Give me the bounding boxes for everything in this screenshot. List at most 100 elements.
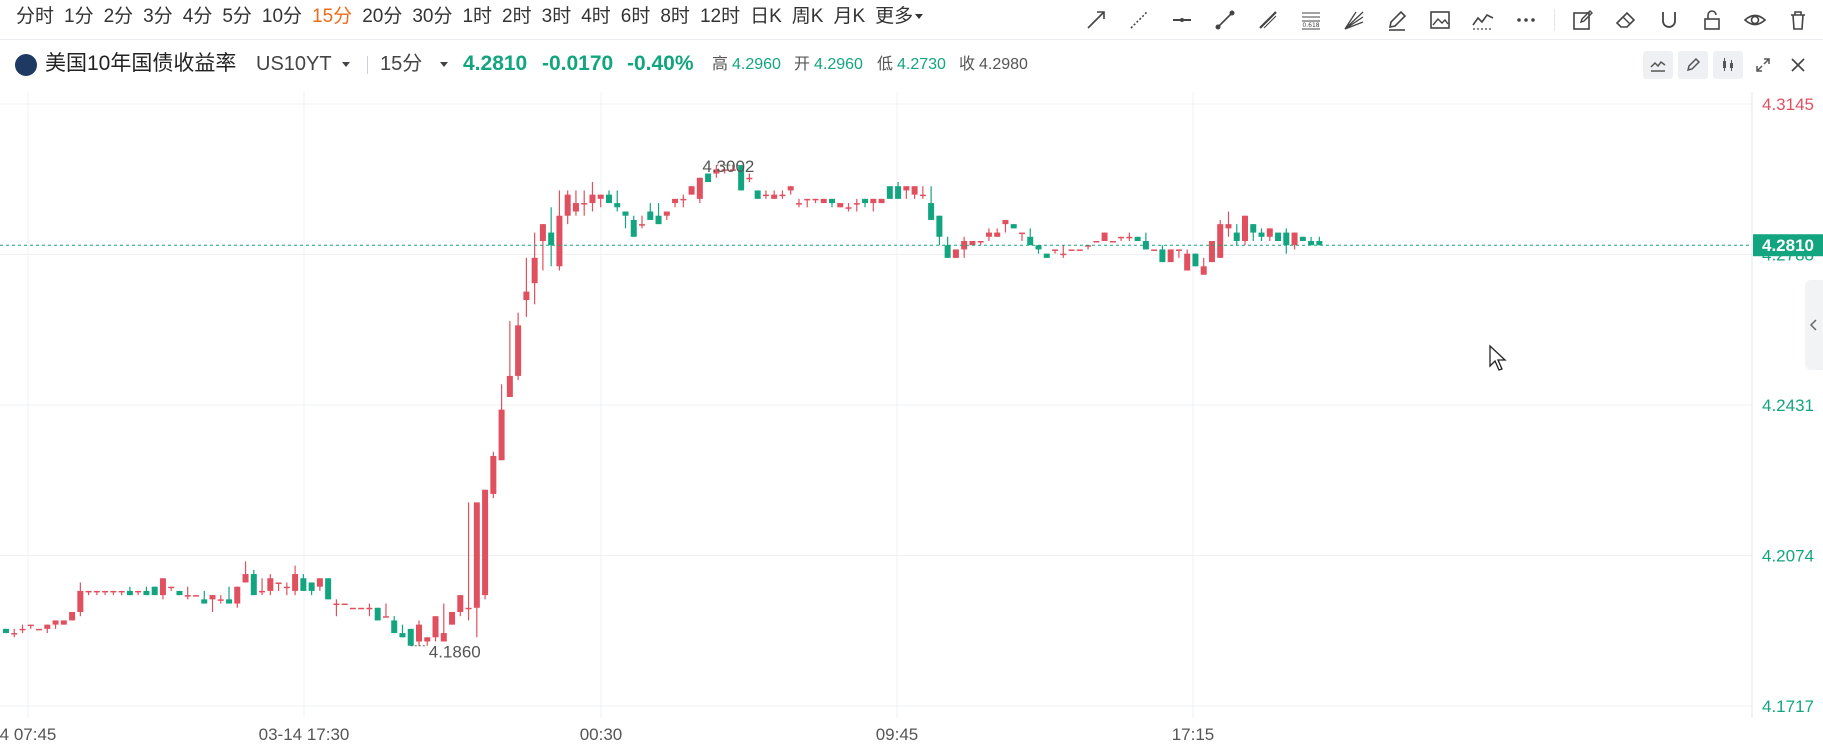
period-0[interactable]: 分时 — [16, 6, 55, 27]
close-button[interactable] — [1783, 51, 1813, 79]
candle-body — [349, 607, 356, 610]
candle — [407, 628, 414, 646]
candle-body — [1316, 241, 1323, 246]
instrument-name[interactable]: 美国10年国债收益率 — [45, 52, 237, 75]
candle-body — [1208, 241, 1215, 263]
candle — [762, 190, 769, 199]
candle — [1242, 215, 1248, 246]
candle-body — [829, 198, 835, 204]
side-panel-toggle[interactable] — [1805, 280, 1823, 370]
segment-tool[interactable] — [1210, 5, 1240, 35]
magnet-tool[interactable] — [1654, 5, 1684, 35]
fullscreen-button[interactable] — [1748, 51, 1778, 79]
period-2[interactable]: 2分 — [103, 6, 134, 27]
image-tool[interactable] — [1425, 5, 1455, 35]
period-13[interactable]: 4时 — [581, 6, 611, 27]
trash-tool[interactable] — [1783, 5, 1813, 35]
x-tick-label: 00:30 — [580, 725, 623, 744]
period-18[interactable]: 周K — [791, 6, 824, 27]
candle-body — [424, 637, 431, 642]
trend-line-tool[interactable] — [1081, 5, 1111, 35]
period-10[interactable]: 1时 — [462, 6, 493, 27]
candle-body — [903, 186, 910, 191]
candle-body — [1126, 236, 1133, 239]
candle — [870, 198, 877, 212]
candle-body — [184, 595, 191, 597]
interval-selector[interactable]: 15分 — [380, 53, 423, 75]
candle — [548, 207, 555, 267]
candle-body — [911, 186, 918, 195]
period-6[interactable]: 10分 — [261, 6, 303, 27]
eye-tool[interactable] — [1740, 5, 1770, 35]
period-16[interactable]: 12时 — [699, 6, 741, 27]
period-3[interactable]: 3分 — [143, 6, 173, 27]
fan-tool[interactable] — [1339, 5, 1369, 35]
horizontal-line-tool[interactable] — [1167, 5, 1197, 35]
more-tool[interactable] — [1511, 5, 1541, 35]
period-9[interactable]: 30分 — [412, 6, 453, 27]
period-15[interactable]: 8时 — [660, 6, 690, 27]
candle — [176, 590, 183, 596]
candle-body — [1258, 232, 1265, 237]
candle-body — [1043, 253, 1050, 258]
fan-icon — [1344, 11, 1364, 30]
draw-button[interactable] — [1678, 51, 1708, 79]
edit-tool[interactable] — [1568, 5, 1598, 35]
chevron-down-icon[interactable] — [440, 62, 448, 67]
candle — [69, 611, 76, 621]
period-12[interactable]: 3时 — [541, 6, 572, 27]
period-5[interactable]: 5分 — [222, 6, 252, 27]
instrument-code[interactable]: US10YT — [256, 53, 332, 75]
candle-body — [102, 590, 109, 593]
segment-icon — [1215, 10, 1235, 30]
candle — [952, 249, 959, 258]
candle — [911, 186, 918, 199]
candle — [1258, 228, 1265, 242]
candle-body — [928, 203, 935, 220]
period-11[interactable]: 2时 — [502, 6, 532, 27]
chevron-down-icon[interactable] — [342, 62, 350, 67]
candle-body — [201, 599, 208, 604]
period-4[interactable]: 4分 — [182, 6, 213, 27]
period-20[interactable]: 更多 — [871, 0, 929, 34]
chart-type-button[interactable] — [1713, 51, 1743, 79]
lock-tool[interactable] — [1697, 5, 1727, 35]
candle — [688, 186, 695, 195]
candle-body — [242, 574, 249, 583]
period-8[interactable]: 20分 — [362, 6, 403, 27]
candle — [209, 595, 216, 612]
period-7[interactable]: 15分 — [312, 6, 353, 27]
candle — [853, 198, 860, 212]
indicator-button[interactable] — [1643, 51, 1673, 79]
candle-body — [853, 203, 860, 205]
candle — [399, 624, 406, 638]
candle — [192, 595, 199, 597]
candle-body — [300, 578, 307, 591]
channel-tool[interactable] — [1253, 5, 1283, 35]
eraser-tool[interactable] — [1611, 5, 1641, 35]
candle-body — [870, 198, 877, 204]
candle-body — [895, 186, 902, 199]
fibonacci-tool[interactable]: 0.618 — [1296, 5, 1326, 35]
candle — [374, 607, 381, 621]
candle-body — [1242, 215, 1248, 242]
candle — [1275, 232, 1282, 242]
period-1[interactable]: 1分 — [64, 6, 94, 27]
wave-tool[interactable] — [1468, 5, 1498, 35]
candle-body — [556, 215, 563, 267]
expand-icon — [1756, 58, 1770, 72]
candle — [539, 224, 546, 271]
period-14[interactable]: 6时 — [620, 6, 651, 27]
candle-body — [812, 198, 819, 201]
candle-body — [523, 291, 530, 301]
candle — [44, 624, 51, 634]
period-17[interactable]: 日K — [750, 6, 782, 27]
candle-body — [69, 611, 76, 621]
min-annotation: 4.1860 — [429, 643, 481, 662]
pen-tool[interactable] — [1382, 5, 1412, 35]
x-tick-label: 09:45 — [876, 725, 919, 744]
period-19[interactable]: 月K — [833, 6, 866, 27]
candle — [754, 190, 761, 199]
candle-body — [548, 232, 555, 246]
